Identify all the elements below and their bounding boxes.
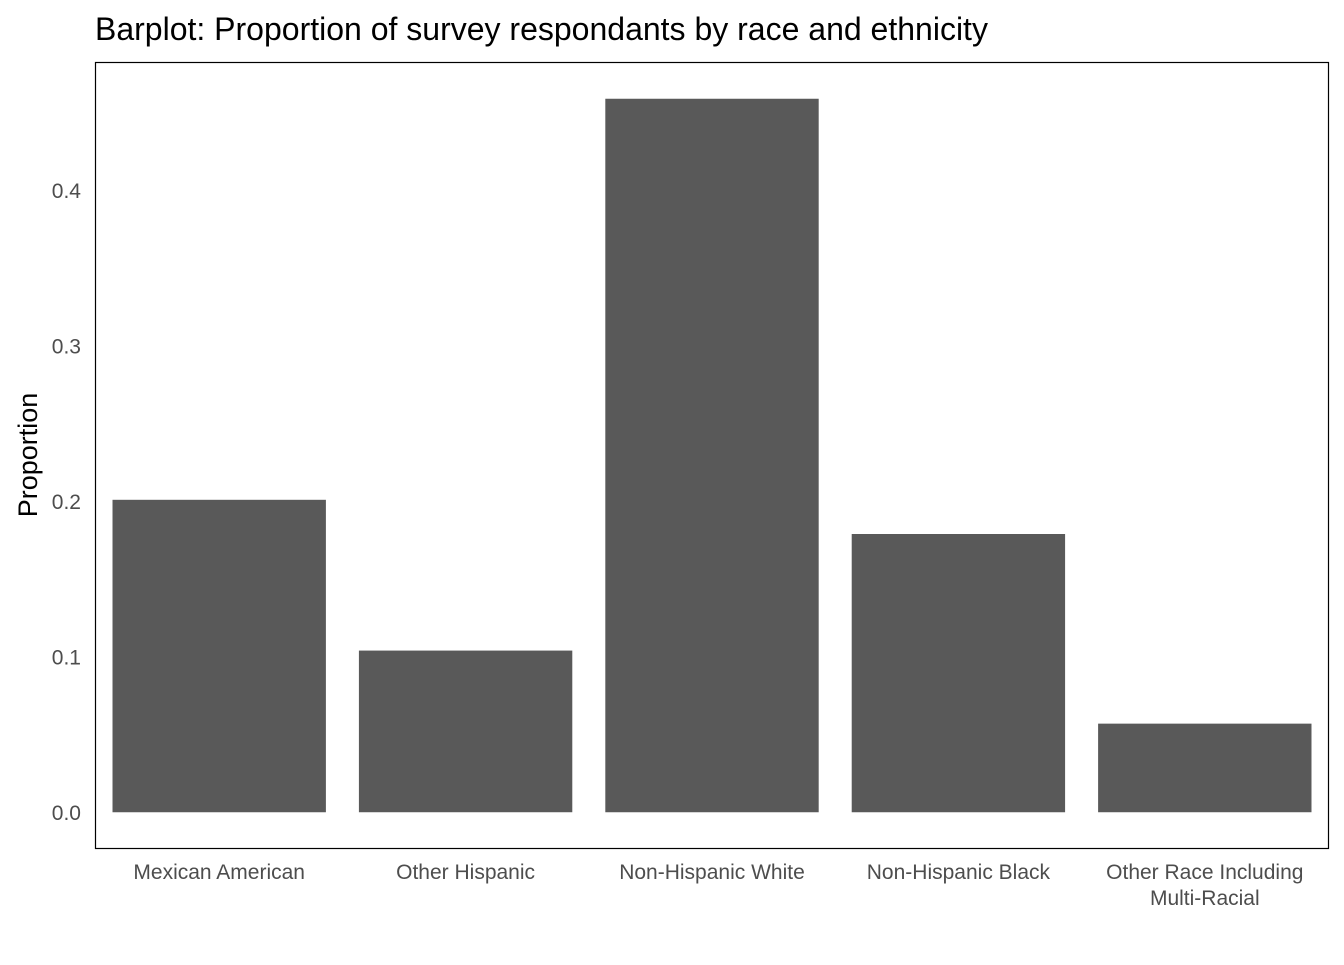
y-tick-label: 0.0	[52, 802, 81, 825]
y-tick-label: 0.2	[52, 491, 81, 514]
y-axis-title: Proportion	[13, 393, 43, 518]
x-tick-label-line: Non-Hispanic Black	[867, 861, 1051, 884]
x-tick-label: Other Race Including Multi-Racial	[1106, 861, 1303, 910]
x-tick-label: Non-Hispanic White	[619, 861, 805, 884]
x-tick-label-line: Other Hispanic	[396, 861, 535, 884]
x-tick-label-line: Mexican American	[133, 861, 305, 884]
bars	[112, 98, 1312, 813]
bar-2	[605, 98, 819, 813]
x-axis-labels: Mexican American Other Hispanic Non-Hispan…	[133, 861, 1303, 910]
x-tick-label: Mexican American	[133, 861, 305, 884]
panel-border	[94, 61, 1330, 850]
y-tick-label: 0.1	[52, 646, 81, 669]
bar-4	[1098, 723, 1312, 813]
x-tick-label-line: Non-Hispanic White	[619, 861, 805, 884]
x-tick-label: Other Hispanic	[396, 861, 535, 884]
bar-3	[851, 534, 1066, 813]
x-tick-label-line: Multi-Racial	[1150, 887, 1260, 910]
y-tick-label: 0.3	[52, 335, 81, 358]
bar-0	[112, 499, 326, 813]
chart-title: Barplot: Proportion of survey respondant…	[95, 11, 988, 47]
x-tick-label-line: Other Race Including	[1106, 861, 1303, 884]
y-tick-label: 0.4	[52, 180, 82, 203]
x-tick-label: Non-Hispanic Black	[867, 861, 1051, 884]
y-axis-ticks: 0.0 0.1 0.2 0.3 0.4	[52, 180, 82, 825]
bar-1	[358, 650, 573, 813]
